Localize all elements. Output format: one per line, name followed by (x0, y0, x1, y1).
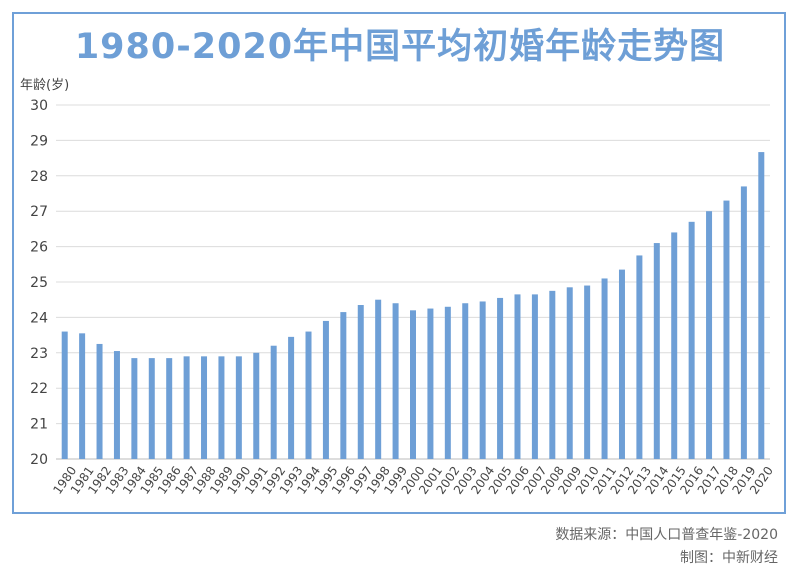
bar-1981 (79, 333, 86, 459)
y-tick-label: 30 (30, 98, 48, 114)
bar-2009 (566, 287, 573, 459)
bar-1983 (113, 351, 120, 459)
bar-2011 (601, 278, 608, 459)
bar-2017 (706, 211, 713, 459)
bar-2020 (758, 152, 765, 459)
bar-1993 (288, 336, 295, 459)
data-source-note: 数据来源：中国人口普查年鉴-2020 (555, 527, 778, 543)
bar-2018 (723, 200, 730, 459)
chart-title: 1980-2020年中国平均初婚年龄走势图 (74, 27, 726, 67)
y-tick-labels: 20 21 22 23 24 25 26 27 28 29 30 (30, 98, 48, 468)
bar-2002 (444, 306, 451, 459)
bar-1991 (253, 352, 260, 459)
bar-2013 (636, 255, 643, 459)
y-tick-label: 22 (30, 381, 48, 397)
y-tick-label: 28 (30, 169, 48, 185)
bar-1984 (131, 358, 138, 459)
bar-2014 (653, 243, 660, 459)
bar-1985 (148, 358, 155, 459)
bar-1995 (322, 320, 329, 459)
bar-2019 (740, 186, 747, 460)
bar-1997 (357, 305, 364, 459)
y-tick-label: 24 (30, 310, 48, 326)
y-tick-label: 25 (30, 275, 48, 291)
bar-2010 (584, 285, 591, 459)
y-tick-label: 23 (30, 346, 48, 362)
bar-1999 (392, 303, 399, 459)
bar-2003 (462, 303, 469, 459)
bar-1996 (340, 312, 347, 459)
bars (61, 152, 765, 460)
bar-1982 (96, 343, 103, 459)
y-tick-label: 21 (30, 417, 48, 433)
bar-2000 (410, 310, 416, 459)
bar-1987 (183, 356, 190, 459)
y-tick-label: 26 (30, 240, 48, 256)
bar-1994 (305, 331, 312, 459)
bar-1998 (375, 299, 382, 459)
bar-1980 (61, 331, 68, 459)
bar-1989 (218, 356, 225, 459)
bar-1990 (235, 356, 242, 459)
bar-2004 (479, 301, 486, 459)
y-tick-label: 27 (30, 204, 48, 220)
bar-2016 (688, 221, 695, 459)
y-axis-label: 年龄(岁) (20, 78, 70, 93)
bar-1986 (166, 358, 173, 459)
y-tick-label: 20 (30, 452, 48, 468)
x-tick-labels: 1980198119821983198419851986198719881989… (50, 464, 776, 497)
bar-2007 (531, 294, 538, 459)
chart-credit: 制图：中新财经 (680, 550, 778, 566)
bar-1992 (270, 345, 277, 459)
bar-2006 (514, 294, 521, 459)
bar-2012 (618, 269, 625, 459)
bar-2001 (427, 308, 434, 459)
bar-2008 (549, 290, 556, 459)
bar-1988 (201, 356, 208, 459)
bar-2005 (497, 297, 504, 459)
bar-2015 (671, 232, 678, 459)
y-tick-label: 29 (30, 133, 48, 149)
